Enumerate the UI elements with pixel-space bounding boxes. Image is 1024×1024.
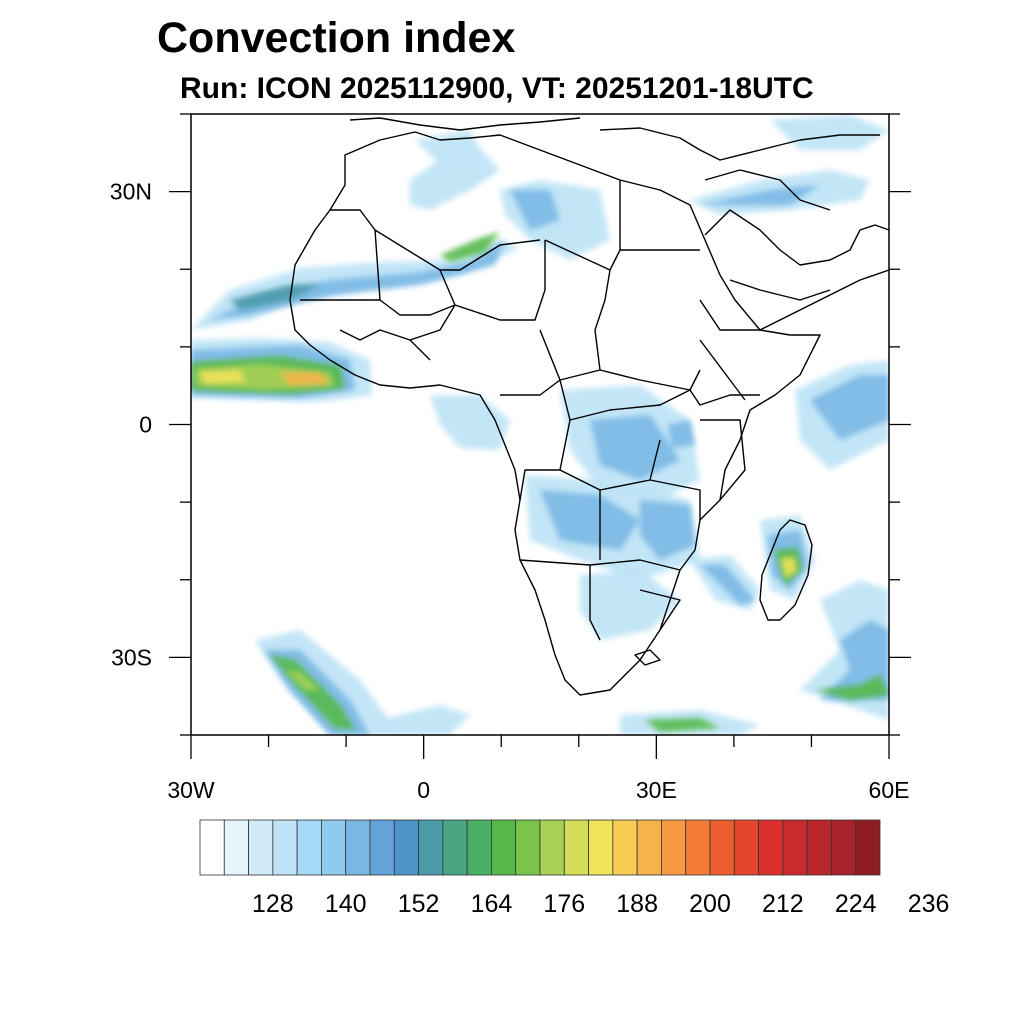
colorbar-label: 236 xyxy=(908,890,950,918)
x-tick-label: 60E xyxy=(869,777,910,803)
field-itcz-core-orange xyxy=(280,372,330,386)
colorbar-swatch xyxy=(855,819,881,876)
field-botswana-light xyxy=(580,570,680,640)
field-moz-channel-mid xyxy=(700,565,755,605)
field-levant-light xyxy=(770,115,889,150)
colorbar-label: 128 xyxy=(252,890,294,918)
x-tick-label: 0 xyxy=(417,777,430,803)
colorbar-swatch xyxy=(248,819,274,876)
colorbar-swatch xyxy=(588,819,614,876)
colorbar-swatch xyxy=(515,819,541,876)
colorbar-swatch xyxy=(685,819,711,876)
colorbar-swatch xyxy=(321,819,347,876)
y-tick-label: 0 xyxy=(139,412,152,438)
colorbar-label: 224 xyxy=(835,890,877,918)
field-libya-mid xyxy=(510,190,560,230)
madagascar-coastline xyxy=(759,519,813,621)
colorbar-swatch xyxy=(539,819,565,876)
colorbar-swatch xyxy=(466,819,492,876)
colorbar-swatch xyxy=(806,819,832,876)
field-south-coast-green xyxy=(645,718,720,732)
colorbar-swatch xyxy=(709,819,735,876)
y-tick-label: 30S xyxy=(111,644,152,670)
convection-high-cores xyxy=(195,364,797,690)
colorbar-swatch xyxy=(491,819,517,876)
field-lake-victoria-mid xyxy=(668,420,695,448)
colorbar-swatch xyxy=(782,819,808,876)
field-nw-band-green xyxy=(230,285,320,310)
arabia-coastline xyxy=(704,209,889,331)
colorbar-swatch xyxy=(758,819,784,876)
colorbar-swatch xyxy=(296,819,322,876)
field-sahara-north-light xyxy=(410,148,500,210)
field-congo-mid xyxy=(590,415,680,480)
chart-subtitle: Run: ICON 2025112900, VT: 20251201-18UTC xyxy=(180,72,814,105)
europe-coastline xyxy=(349,117,880,161)
africa-coastline xyxy=(289,131,821,696)
colorbar-swatch xyxy=(442,819,468,876)
field-nw-band2-green xyxy=(440,232,500,262)
coastlines xyxy=(289,117,889,696)
x-tick-label: 30E xyxy=(636,777,677,803)
y-tick-label: 30N xyxy=(110,179,152,205)
colorbar-swatch xyxy=(733,819,759,876)
field-gulf-guinea-light xyxy=(430,395,510,450)
field-madagascar-core xyxy=(780,557,797,578)
field-indian-ocean-mid xyxy=(810,375,889,440)
country-borders-south xyxy=(519,419,746,666)
colorbar-swatch xyxy=(272,819,298,876)
colorbar: 128 140 152 164 176 188 200 212 224 236 xyxy=(199,819,950,918)
colorbar-swatch xyxy=(369,819,395,876)
x-axis: 30W 0 30E 60E xyxy=(167,735,910,803)
field-itcz-core-orange2 xyxy=(200,370,245,384)
colorbar-swatch xyxy=(831,819,857,876)
colorbar-swatch xyxy=(199,819,225,876)
chart-title: Convection index xyxy=(157,14,516,62)
colorbar-swatch xyxy=(636,819,662,876)
colorbar-swatch xyxy=(393,819,419,876)
colorbar-swatch xyxy=(418,819,444,876)
convection-mid-areas xyxy=(191,185,889,735)
colorbar-swatch xyxy=(345,819,371,876)
y-axis: 30N 0 30S xyxy=(110,113,911,736)
field-zambia-mid xyxy=(640,500,695,560)
x-tick-label: 30W xyxy=(167,777,215,803)
convection-field xyxy=(191,115,889,735)
colorbar-label: 140 xyxy=(325,890,367,918)
colorbar-label: 152 xyxy=(398,890,440,918)
colorbar-swatch xyxy=(223,819,249,876)
country-borders-east xyxy=(620,169,831,406)
colorbar-label: 176 xyxy=(543,890,585,918)
colorbar-label: 164 xyxy=(471,890,513,918)
field-sw-atlantic-core xyxy=(285,670,320,690)
colorbar-label: 212 xyxy=(762,890,804,918)
colorbar-swatch xyxy=(661,819,687,876)
field-angola-mid xyxy=(540,490,640,550)
country-borders-west xyxy=(300,209,546,361)
colorbar-label: 188 xyxy=(616,890,658,918)
field-south-band-light xyxy=(380,705,470,735)
colorbar-swatch xyxy=(612,819,638,876)
field-se-indian-green xyxy=(815,675,889,700)
colorbar-swatch xyxy=(563,819,589,876)
colorbar-label: 200 xyxy=(689,890,731,918)
